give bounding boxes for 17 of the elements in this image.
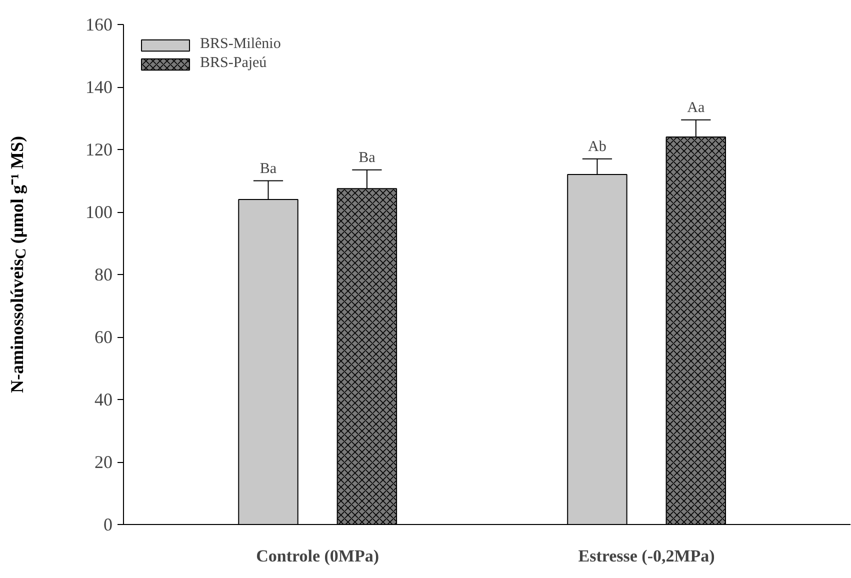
y-tick-label: 60 [94, 327, 112, 347]
y-tick-label: 40 [94, 390, 112, 410]
y-tick-label: 100 [86, 202, 112, 222]
y-tick-label: 120 [86, 140, 112, 160]
y-tick-label: 80 [94, 264, 112, 284]
annotation: Ba [260, 160, 277, 177]
annotation: Ab [588, 138, 606, 155]
y-tick-label: 160 [86, 14, 112, 34]
annotation: Aa [687, 100, 705, 116]
legend-label: BRS-Milênio [200, 36, 281, 53]
y-tick-label: 20 [94, 452, 112, 472]
x-tick-label: Estresse (-0,2MPa) [578, 546, 715, 566]
annotation: Ba [358, 150, 376, 166]
x-tick-label: Controle (0MPa) [256, 546, 380, 566]
y-tick-label: 0 [104, 514, 112, 534]
y-tick-label: 140 [86, 77, 112, 97]
legend-label: BRS-Pajeú [200, 55, 267, 72]
